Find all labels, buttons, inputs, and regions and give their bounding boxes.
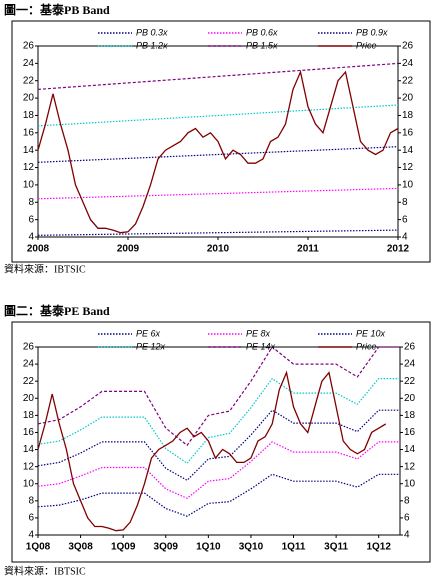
series-line (37, 473, 400, 517)
x-tick-label: 1Q11 (282, 542, 306, 553)
y-tick-label: 10 (23, 478, 35, 489)
y-tick-label: 18 (23, 110, 35, 121)
y2-tick-label: 20 (402, 93, 414, 104)
y2-tick-label: 6 (402, 214, 408, 225)
y2-tick-label: 24 (404, 359, 416, 370)
y2-tick-label: 18 (404, 410, 416, 421)
y-tick-label: 26 (23, 41, 35, 52)
x-tick-label: 2011 (297, 244, 319, 255)
series-line (37, 69, 399, 234)
y2-tick-label: 12 (402, 162, 414, 173)
y2-tick-label: 16 (402, 127, 414, 138)
chart-frame (11, 321, 431, 563)
y2-tick-label: 18 (402, 110, 414, 121)
legend-label: PB 1.2x (136, 40, 168, 50)
y2-tick-label: 10 (404, 478, 416, 489)
y-tick-label: 20 (23, 93, 35, 104)
x-tick-label: 3Q11 (324, 542, 348, 553)
y-tick-label: 12 (23, 162, 35, 173)
legend-label: PB 0.3x (136, 27, 168, 37)
y-tick-label: 20 (23, 393, 35, 404)
y2-tick-label: 24 (402, 58, 414, 69)
y-tick-label: 18 (23, 410, 35, 421)
source-note: 資料來源：IBTSIC (4, 262, 86, 275)
y2-tick-label: 8 (404, 495, 410, 506)
y-tick-label: 8 (28, 495, 34, 506)
plot-area (37, 346, 401, 536)
y-tick-label: 8 (28, 197, 34, 208)
y2-tick-label: 10 (402, 180, 414, 191)
series-line (37, 229, 399, 236)
series-line (37, 187, 399, 200)
x-tick-label: 1Q10 (196, 542, 221, 553)
legend-label: PB 0.9x (356, 27, 388, 37)
legend-label: PE 14x (246, 341, 276, 351)
legend-label: PB 1.5x (246, 40, 278, 50)
legend-label: PE 6x (136, 328, 161, 338)
legend-label: PE 10x (356, 328, 386, 338)
y-tick-label: 22 (23, 75, 35, 86)
y-tick-label: 24 (23, 58, 35, 69)
y-tick-label: 4 (28, 232, 34, 243)
y2-tick-label: 14 (404, 444, 416, 455)
y-tick-label: 4 (28, 530, 34, 541)
y-tick-label: 6 (28, 513, 34, 524)
y2-tick-label: 20 (404, 393, 416, 404)
series-line (37, 62, 399, 90)
y2-tick-label: 4 (404, 530, 410, 541)
legend-label: Price (356, 40, 377, 50)
y2-tick-label: 26 (402, 41, 414, 52)
y2-tick-label: 16 (404, 427, 416, 438)
series-line (37, 146, 399, 163)
y-tick-label: 14 (23, 145, 35, 156)
y2-tick-label: 26 (404, 342, 416, 353)
x-tick-label: 3Q09 (154, 542, 179, 553)
x-tick-label: 2012 (387, 244, 410, 255)
y2-tick-label: 14 (402, 145, 414, 156)
x-tick-label: 2009 (117, 244, 140, 255)
series-line (37, 370, 387, 532)
y2-tick-label: 8 (402, 197, 408, 208)
x-tick-label: 2008 (27, 244, 50, 255)
x-tick-label: 1Q12 (366, 542, 391, 553)
y-tick-label: 26 (23, 342, 35, 353)
y-tick-label: 24 (23, 359, 35, 370)
chart-title: 圖二：基泰PE Band (4, 303, 110, 318)
y-tick-label: 6 (28, 214, 34, 225)
y2-tick-label: 12 (404, 461, 416, 472)
y-tick-label: 16 (23, 427, 35, 438)
source-note: 資料來源：IBTSIC (4, 564, 86, 577)
y-tick-label: 10 (23, 180, 35, 191)
legend-label: PE 12x (136, 341, 166, 351)
x-tick-label: 3Q10 (239, 542, 264, 553)
y-tick-label: 14 (23, 444, 35, 455)
series-line (37, 346, 400, 447)
y-tick-label: 22 (23, 376, 35, 387)
series-line (37, 104, 399, 127)
x-tick-label: 1Q08 (26, 542, 51, 553)
y2-tick-label: 6 (404, 513, 410, 524)
x-tick-label: 2010 (207, 244, 230, 255)
y2-tick-label: 22 (402, 75, 414, 86)
x-tick-label: 1Q09 (111, 542, 136, 553)
series-line (37, 409, 400, 482)
legend-label: Price (356, 341, 377, 351)
legend-label: PB 0.6x (246, 27, 278, 37)
series-line (37, 441, 400, 499)
y2-tick-label: 22 (404, 376, 416, 387)
x-tick-label: 3Q08 (68, 542, 93, 553)
chart-frame (11, 20, 431, 263)
chart-title: 圖一：基泰PB Band (4, 2, 110, 17)
y-tick-label: 16 (23, 127, 35, 138)
legend-label: PE 8x (246, 328, 271, 338)
y2-tick-label: 4 (402, 232, 408, 243)
y-tick-label: 12 (23, 461, 35, 472)
series-line (37, 377, 400, 465)
